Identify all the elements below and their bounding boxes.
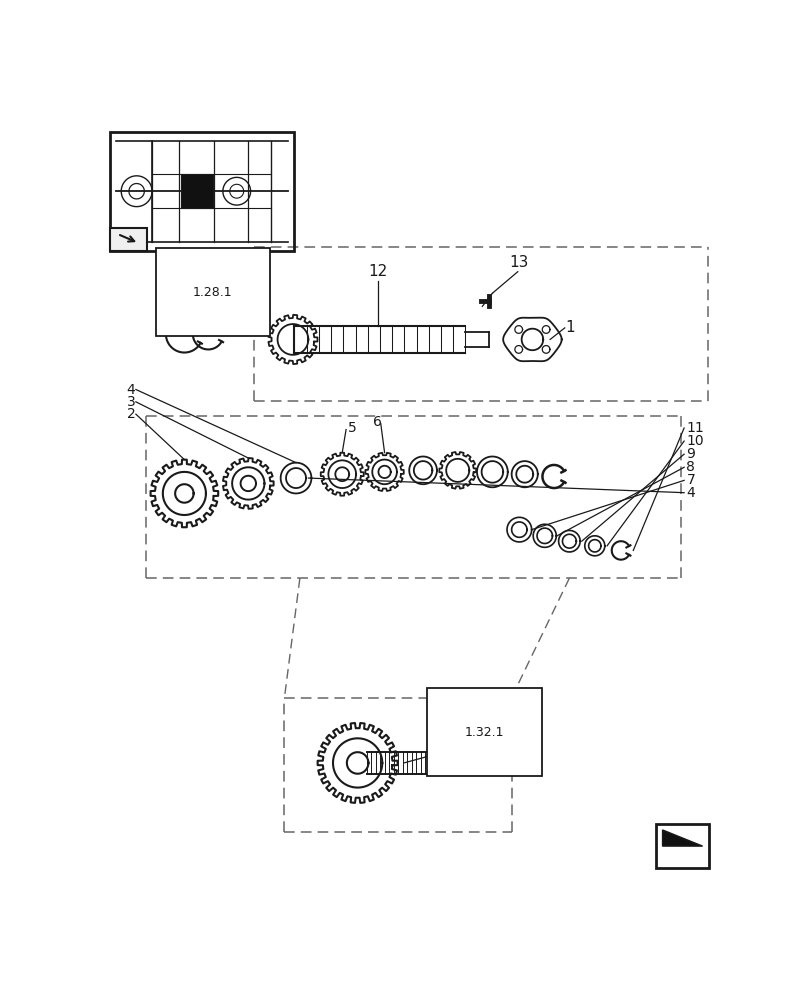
Text: 1: 1 bbox=[564, 320, 574, 335]
Text: 12: 12 bbox=[368, 264, 388, 279]
Text: 2: 2 bbox=[127, 407, 135, 421]
Text: 13: 13 bbox=[509, 255, 528, 270]
Text: 5: 5 bbox=[347, 421, 356, 435]
Text: 10: 10 bbox=[685, 434, 703, 448]
Text: 3: 3 bbox=[127, 395, 135, 409]
Polygon shape bbox=[662, 830, 702, 846]
Text: 6: 6 bbox=[372, 415, 381, 429]
Bar bbox=[109, 132, 294, 251]
Text: 1.28.1: 1.28.1 bbox=[193, 286, 233, 299]
Text: 4: 4 bbox=[127, 382, 135, 396]
Bar bbox=[109, 228, 147, 251]
Bar bbox=[655, 824, 708, 868]
Text: 4: 4 bbox=[685, 486, 694, 500]
Text: 9: 9 bbox=[685, 447, 694, 461]
Text: 11: 11 bbox=[685, 421, 703, 435]
Text: 8: 8 bbox=[685, 460, 694, 474]
Bar bbox=[180, 174, 212, 208]
Text: 7: 7 bbox=[685, 473, 694, 487]
Text: 1.32.1: 1.32.1 bbox=[465, 726, 504, 739]
